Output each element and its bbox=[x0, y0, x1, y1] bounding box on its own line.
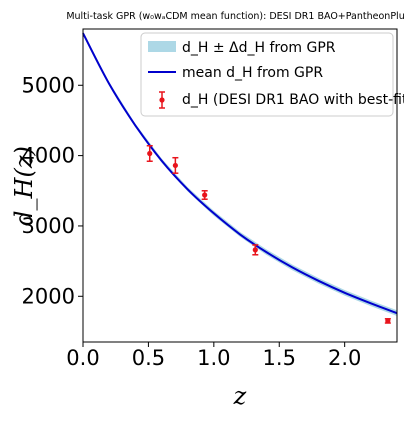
legend-label-data: d_H (DESI DR1 BAO with best-fit ζ) bbox=[182, 92, 404, 108]
y-tick-label: 2000 bbox=[22, 284, 75, 308]
data-marker bbox=[202, 192, 208, 198]
x-tick-label: 0.0 bbox=[66, 346, 99, 370]
legend-frame bbox=[140, 32, 394, 117]
legend-label-band: d_H ± Δd_H from GPR bbox=[182, 40, 336, 56]
x-tick-label: 0.5 bbox=[132, 346, 165, 370]
data-point bbox=[384, 318, 391, 324]
data-point bbox=[201, 190, 208, 200]
x-tick-label: 1.0 bbox=[197, 346, 230, 370]
x-axis: 0.0 0.5 1.0 1.5 2.0 bbox=[66, 342, 361, 370]
y-axis-label: d_H(z) bbox=[10, 146, 38, 226]
y-tick-label: 3000 bbox=[22, 214, 75, 238]
data-marker bbox=[385, 318, 391, 324]
data-marker bbox=[252, 247, 258, 253]
data-point bbox=[146, 145, 153, 162]
x-tick-label: 1.5 bbox=[263, 346, 296, 370]
legend-band-swatch bbox=[148, 41, 176, 52]
data-marker bbox=[147, 150, 153, 157]
y-tick-label: 4000 bbox=[22, 144, 75, 168]
plot-frame bbox=[82, 28, 398, 343]
gpr-mean-line bbox=[82, 32, 398, 315]
x-axis-label: z bbox=[233, 382, 247, 410]
legend-marker bbox=[159, 97, 165, 103]
x-tick-label: 2.0 bbox=[328, 346, 361, 370]
chart-title: Multi-task GPR (w₀wₐCDM mean function): … bbox=[66, 11, 404, 22]
plot-area bbox=[82, 31, 398, 324]
legend-label-mean: mean d_H from GPR bbox=[182, 65, 323, 81]
legend-errorbar-swatch bbox=[159, 91, 165, 109]
data-point bbox=[252, 244, 259, 256]
legend: d_H ± Δd_H from GPR mean d_H from GPR d_… bbox=[140, 32, 404, 117]
y-axis: 2000 3000 4000 5000 bbox=[22, 73, 83, 308]
y-tick-label: 5000 bbox=[22, 73, 75, 97]
data-point bbox=[172, 156, 179, 174]
data-marker bbox=[172, 162, 178, 169]
